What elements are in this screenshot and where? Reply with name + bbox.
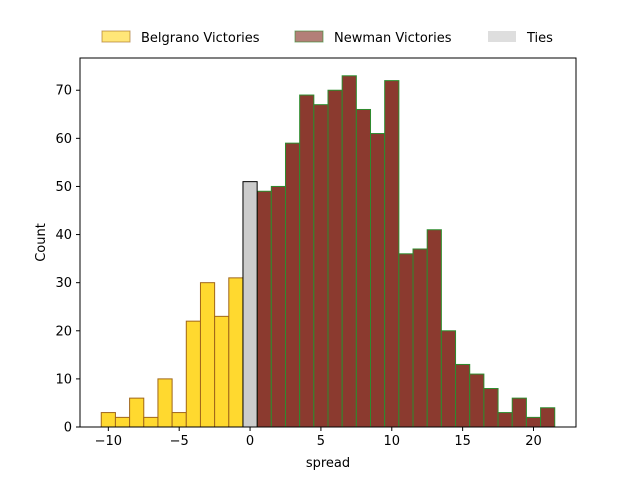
bar-newman-victories-18 <box>511 397 527 428</box>
x-tick-label-1: −5 <box>170 434 189 449</box>
bar-belgrano-victories-2 <box>129 397 145 428</box>
legend: Belgrano Victories Newman Victories Ties <box>101 30 553 46</box>
bar-newman-victories-7 <box>355 108 372 428</box>
x-axis-ticks: −10 −5 0 5 10 15 20 <box>95 427 542 449</box>
bar-belgrano-victories-4 <box>157 378 173 428</box>
bar-belgrano-victories-3 <box>143 416 159 428</box>
bar-belgrano-victories-0 <box>100 412 116 428</box>
x-tick-label-2: 0 <box>246 434 254 449</box>
y-tick-label-7: 70 <box>55 84 72 99</box>
y-axis-label: Count <box>34 223 49 262</box>
bar-newman-victories-0 <box>256 190 272 428</box>
bar-belgrano-victories-9 <box>228 277 244 428</box>
legend-label-ties: Ties <box>526 31 553 46</box>
plot-frame <box>79 57 577 428</box>
legend-label-newman-victories: Newman Victories <box>334 31 452 46</box>
y-tick-label-3: 30 <box>55 276 72 291</box>
y-axis-ticks: 0 10 20 30 40 50 60 70 <box>55 84 80 436</box>
bar-newman-victories-4 <box>313 104 329 428</box>
x-axis-label: spread <box>306 456 350 471</box>
bar-newman-victories-8 <box>370 133 386 428</box>
bar-newman-victories-16 <box>483 388 499 428</box>
bar-belgrano-victories-6 <box>185 320 201 428</box>
bar-newman-victories-17 <box>497 412 513 428</box>
x-tick-label-3: 5 <box>317 434 325 449</box>
bar-newman-victories-10 <box>398 253 414 428</box>
bar-belgrano-victories-7 <box>199 282 216 428</box>
bars-group <box>100 75 556 428</box>
bar-newman-victories-6 <box>341 75 357 428</box>
bar-belgrano-victories-8 <box>214 315 230 428</box>
bar-ties-0 <box>242 181 258 428</box>
bar-newman-victories-11 <box>412 248 428 428</box>
legend-swatch-belgrano-victories <box>101 30 131 43</box>
bar-newman-victories-9 <box>384 80 400 428</box>
y-tick-label-5: 50 <box>55 180 72 195</box>
x-tick-label-6: 20 <box>525 434 542 449</box>
y-tick-label-2: 20 <box>55 324 72 339</box>
bar-belgrano-victories-1 <box>114 416 131 428</box>
x-tick-label-0: −10 <box>95 434 122 449</box>
y-tick-label-4: 40 <box>55 228 72 243</box>
bar-newman-victories-19 <box>525 416 542 428</box>
bar-newman-victories-13 <box>440 330 457 428</box>
x-tick-label-5: 15 <box>454 434 471 449</box>
bar-newman-victories-12 <box>426 229 442 428</box>
legend-swatch-newman-victories <box>294 30 324 43</box>
bar-newman-victories-5 <box>327 89 343 428</box>
x-tick-label-4: 10 <box>383 434 400 449</box>
bar-newman-victories-20 <box>540 407 556 428</box>
legend-swatch-ties <box>488 31 516 42</box>
y-tick-label-1: 10 <box>55 372 72 387</box>
bar-newman-victories-1 <box>270 185 286 428</box>
y-tick-label-0: 0 <box>64 421 72 436</box>
bar-belgrano-victories-5 <box>171 412 187 428</box>
legend-label-belgrano-victories: Belgrano Victories <box>141 31 260 46</box>
bar-newman-victories-3 <box>299 94 315 428</box>
bar-newman-victories-14 <box>455 363 471 428</box>
bar-newman-victories-15 <box>469 373 485 428</box>
y-tick-label-6: 60 <box>55 132 72 147</box>
bar-newman-victories-2 <box>284 142 301 428</box>
